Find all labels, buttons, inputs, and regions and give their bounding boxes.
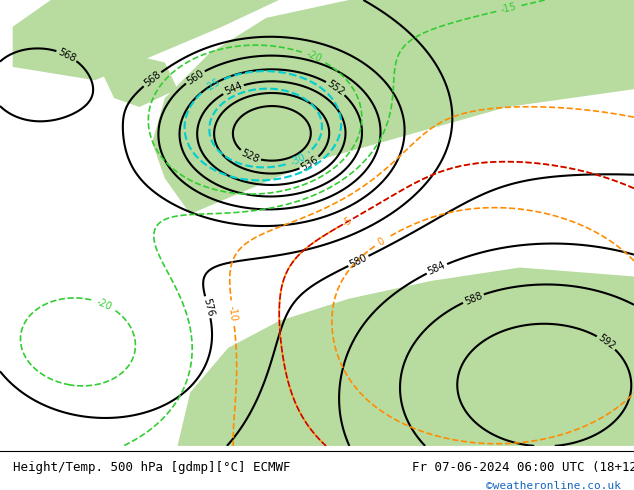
Text: 592: 592 <box>596 333 617 352</box>
Text: 536: 536 <box>299 154 320 172</box>
Text: 576: 576 <box>201 297 215 318</box>
Text: -10: -10 <box>227 305 238 321</box>
Text: -20: -20 <box>95 296 113 312</box>
Polygon shape <box>13 0 279 80</box>
Text: 0: 0 <box>376 236 387 247</box>
Text: 552: 552 <box>325 78 346 98</box>
Text: 560: 560 <box>184 68 205 86</box>
Text: -20: -20 <box>304 49 323 65</box>
Polygon shape <box>178 268 634 446</box>
Polygon shape <box>152 0 634 214</box>
Text: -30: -30 <box>288 151 307 168</box>
Text: -25: -25 <box>203 76 222 94</box>
Text: 588: 588 <box>463 290 484 306</box>
Text: 544: 544 <box>223 81 243 97</box>
Polygon shape <box>101 53 178 107</box>
Text: 584: 584 <box>426 260 448 277</box>
Text: 580: 580 <box>348 252 369 270</box>
Text: -5: -5 <box>341 215 354 228</box>
Text: Height/Temp. 500 hPa [gdmp][°C] ECMWF: Height/Temp. 500 hPa [gdmp][°C] ECMWF <box>13 462 290 474</box>
Text: 568: 568 <box>142 70 163 89</box>
Text: -15: -15 <box>500 2 518 15</box>
Text: ©weatheronline.co.uk: ©weatheronline.co.uk <box>486 481 621 490</box>
Text: 528: 528 <box>240 147 261 165</box>
Text: 568: 568 <box>56 47 77 64</box>
Text: Fr 07-06-2024 06:00 UTC (18+12): Fr 07-06-2024 06:00 UTC (18+12) <box>412 462 634 474</box>
